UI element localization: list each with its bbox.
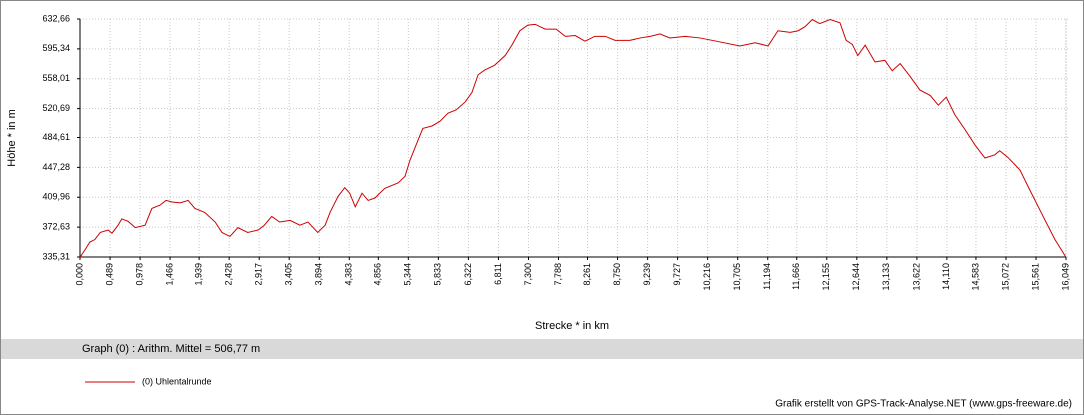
x-tick-label: 1,466 <box>164 263 174 286</box>
x-tick-label: 11,194 <box>762 263 772 290</box>
x-tick-label: 11,666 <box>791 263 801 290</box>
y-tick-label: 447,28 <box>42 162 70 172</box>
summary-band <box>1 339 1083 359</box>
x-tick-label: 6,811 <box>493 263 503 285</box>
y-tick-label: 372,63 <box>42 222 70 232</box>
x-tick-label: 13,622 <box>911 263 921 291</box>
x-tick-label: 5,833 <box>433 263 443 286</box>
x-tick-label: 9,239 <box>642 263 652 286</box>
x-tick-label: 2,428 <box>224 263 234 286</box>
x-tick-label: 5,344 <box>403 263 413 286</box>
x-tick-label: 12,644 <box>851 263 861 291</box>
elevation-line <box>79 18 1067 258</box>
y-tick-label: 520,69 <box>42 103 70 113</box>
x-tick-label: 1,939 <box>194 263 204 286</box>
x-tick-label: 14,583 <box>970 263 980 291</box>
x-tick-label: 0,489 <box>104 263 114 286</box>
x-tick-label: 10,705 <box>732 263 742 291</box>
x-tick-label: 3,405 <box>284 263 294 286</box>
y-tick-label: 409,96 <box>42 192 70 202</box>
x-tick-label: 2,917 <box>254 263 264 286</box>
x-tick-label: 14,110 <box>941 263 951 290</box>
x-tick-label: 4,383 <box>344 263 354 286</box>
x-tick-label: 0,000 <box>74 263 84 286</box>
y-tick-label: 595,34 <box>42 43 70 53</box>
x-tick-label: 4,856 <box>373 263 383 286</box>
x-tick-label: 3,894 <box>314 263 324 286</box>
x-tick-label: 10,216 <box>702 263 712 291</box>
y-tick-label: 632,66 <box>42 13 70 23</box>
y-tick-label: 335,31 <box>42 251 70 261</box>
x-tick-label: 8,750 <box>612 263 622 286</box>
x-tick-label: 16,049 <box>1060 263 1070 291</box>
credit: Grafik erstellt von GPS-Track-Analyse.NE… <box>775 399 1072 410</box>
x-tick-label: 7,788 <box>553 263 563 286</box>
x-tick-label: 12,155 <box>821 263 831 291</box>
legend-label: (0) Uhlentalrunde <box>142 376 212 386</box>
y-tick-label: 558,01 <box>42 73 70 83</box>
y-tick-label: 484,61 <box>42 132 70 142</box>
x-tick-label: 0,978 <box>134 263 144 286</box>
x-tick-label: 15,561 <box>1030 263 1040 291</box>
x-tick-label: 15,072 <box>1000 263 1010 291</box>
x-tick-label: 8,261 <box>582 263 592 286</box>
x-tick-label: 9,727 <box>672 263 682 286</box>
summary: Graph (0) : Arithm. Mittel = 506,77 m <box>82 343 260 355</box>
x-tick-label: 6,322 <box>463 263 473 286</box>
x-axis-label: Strecke * in km <box>535 320 609 332</box>
y-axis-label: Höhe * in m <box>6 109 18 166</box>
x-tick-label: 13,133 <box>881 263 891 291</box>
x-tick-label: 7,300 <box>523 263 533 286</box>
